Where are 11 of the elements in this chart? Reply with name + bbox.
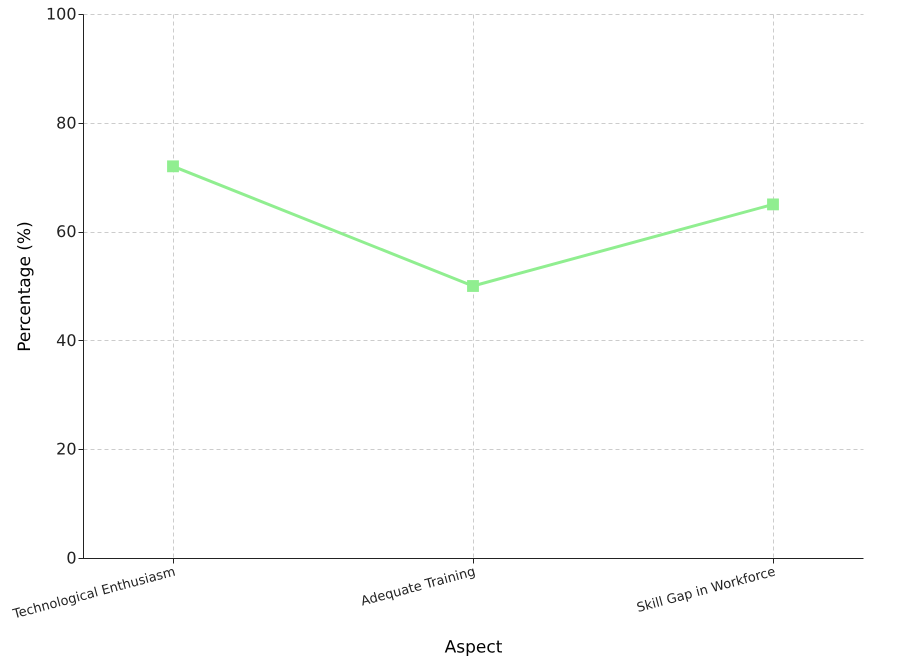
y-axis-title: Percentage (%) [14,221,35,352]
y-tick-label: 80 [56,113,76,132]
y-tick-label: 40 [56,330,76,350]
y-tick-label: 100 [46,4,76,24]
point [467,280,479,292]
y-tick-label: 60 [56,222,76,242]
y-tick-label: 20 [56,440,76,459]
point [167,160,179,172]
point [767,198,779,210]
y-tick-label: 0 [66,548,76,568]
x-axis-title: Aspect [444,637,503,658]
